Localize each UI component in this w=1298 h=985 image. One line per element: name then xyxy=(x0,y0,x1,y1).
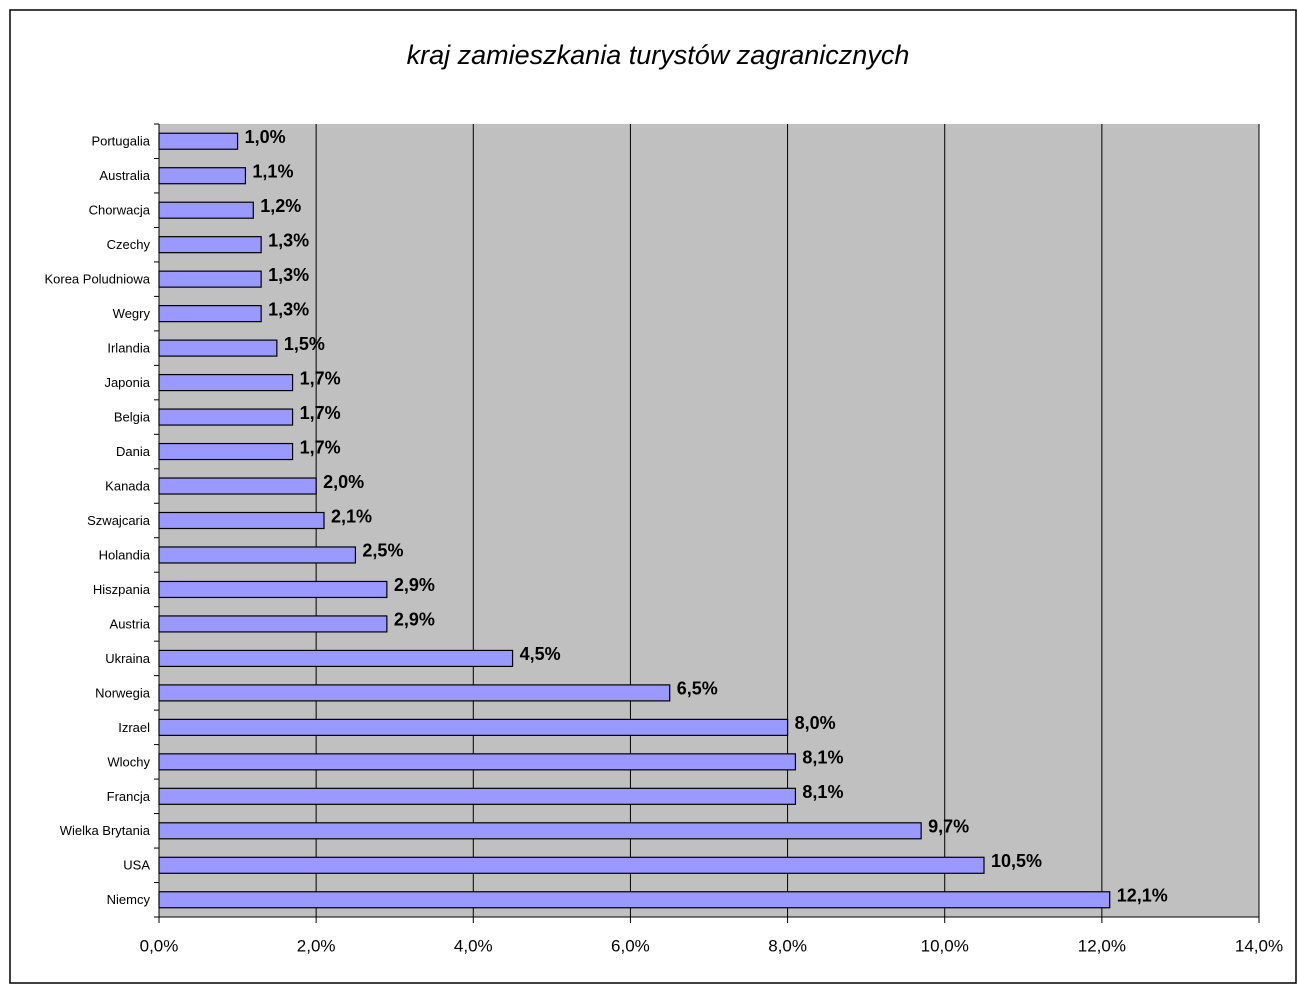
bar xyxy=(158,891,1111,909)
x-tick-label: 10,0% xyxy=(921,936,969,955)
bar xyxy=(158,236,262,254)
data-label: 9,7% xyxy=(928,817,969,837)
data-label: 1,0% xyxy=(245,127,286,147)
y-tick-label: Chorwacja xyxy=(89,203,151,218)
bar xyxy=(158,339,278,357)
x-tick-label: 14,0% xyxy=(1235,936,1283,955)
data-label: 8,1% xyxy=(802,748,843,768)
data-label: 2,0% xyxy=(323,472,364,492)
x-tick-label: 4,0% xyxy=(454,936,493,955)
bar xyxy=(158,822,922,840)
data-label: 1,7% xyxy=(300,368,341,388)
x-tick-label: 6,0% xyxy=(611,936,650,955)
plot-area xyxy=(159,124,1259,917)
bar xyxy=(158,856,985,874)
y-tick-label: Wielka Brytania xyxy=(60,823,151,838)
y-tick-label: Dania xyxy=(116,444,151,459)
data-label: 8,1% xyxy=(802,782,843,802)
data-label: 12,1% xyxy=(1117,886,1168,906)
bar xyxy=(158,684,671,702)
y-tick-label: Wlochy xyxy=(107,754,150,769)
data-label: 1,5% xyxy=(284,334,325,354)
data-label: 4,5% xyxy=(520,644,561,664)
bar xyxy=(158,373,294,392)
x-tick-label: 12,0% xyxy=(1078,936,1126,955)
bar xyxy=(158,477,317,495)
data-label: 8,0% xyxy=(795,713,836,733)
y-tick-label: Irlandia xyxy=(107,341,150,356)
bar xyxy=(158,787,797,805)
data-label: 1,7% xyxy=(300,403,341,423)
bar xyxy=(158,442,294,461)
y-tick-label: Australia xyxy=(99,168,150,183)
bar xyxy=(158,546,357,564)
bar xyxy=(158,753,797,771)
y-tick-label: Izrael xyxy=(118,720,150,735)
bar xyxy=(158,649,514,668)
data-label: 2,5% xyxy=(362,541,403,561)
bar xyxy=(158,718,789,736)
x-tick-label: 8,0% xyxy=(768,936,807,955)
y-tick-label: Austria xyxy=(110,616,151,631)
y-tick-label: Hiszpania xyxy=(93,582,151,597)
y-tick-label: Portugalia xyxy=(91,134,150,149)
bar xyxy=(158,201,254,219)
y-tick-label: Korea Poludniowa xyxy=(44,272,150,287)
bar xyxy=(158,615,388,633)
data-label: 1,7% xyxy=(300,437,341,457)
data-label: 1,3% xyxy=(268,265,309,285)
data-label: 2,9% xyxy=(394,610,435,630)
chart-title: kraj zamieszkania turystów zagranicznych xyxy=(407,40,910,70)
data-label: 6,5% xyxy=(677,679,718,699)
data-label: 1,3% xyxy=(268,299,309,319)
y-tick-label: Japonia xyxy=(104,375,150,390)
y-tick-label: USA xyxy=(123,858,150,873)
y-tick-label: Niemcy xyxy=(107,892,151,907)
bar xyxy=(158,305,262,323)
data-label: 1,1% xyxy=(252,161,293,181)
bar xyxy=(158,167,247,185)
bar xyxy=(158,270,262,288)
y-tick-label: Norwegia xyxy=(95,685,151,700)
y-tick-label: Ukraina xyxy=(105,651,151,666)
x-tick-label: 0,0% xyxy=(140,936,179,955)
data-label: 2,1% xyxy=(331,506,372,526)
y-tick-label: Kanada xyxy=(105,478,151,493)
data-label: 10,5% xyxy=(991,851,1042,871)
y-tick-label: Belgia xyxy=(114,410,151,425)
y-tick-label: Francja xyxy=(107,789,151,804)
x-tick-label: 2,0% xyxy=(297,936,336,955)
bar xyxy=(158,408,294,426)
data-label: 2,9% xyxy=(394,575,435,595)
y-tick-label: Wegry xyxy=(113,306,151,321)
bar xyxy=(158,132,239,150)
y-tick-label: Holandia xyxy=(99,547,151,562)
data-label: 1,3% xyxy=(268,230,309,250)
y-tick-label: Czechy xyxy=(107,237,151,252)
data-label: 1,2% xyxy=(260,196,301,216)
bar xyxy=(158,511,325,530)
y-tick-label: Szwajcaria xyxy=(87,513,151,528)
bar xyxy=(158,580,388,599)
